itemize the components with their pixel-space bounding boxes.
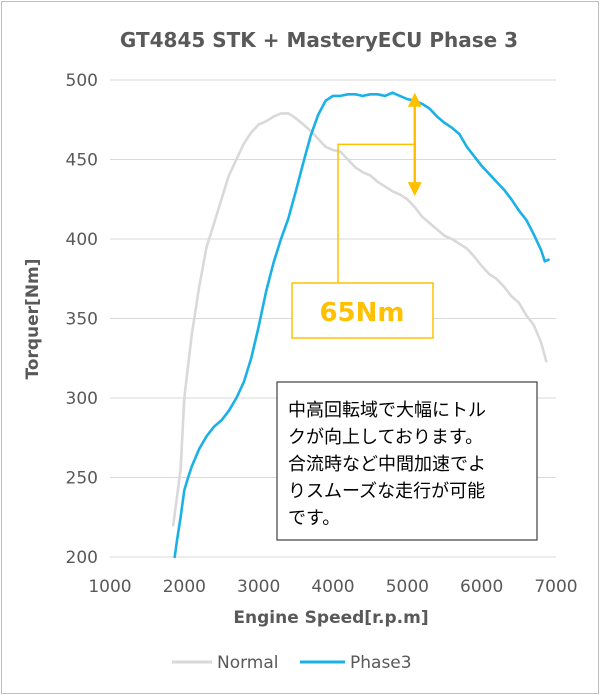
delta-annotation: 65Nm: [291, 92, 434, 339]
note-line-4: りスムーズな走行が可能: [288, 481, 485, 502]
x-tick-7000: 7000: [534, 577, 577, 597]
delta-label: 65Nm: [319, 298, 404, 328]
series-lines: [171, 91, 550, 559]
legend-label-phase3: Phase3: [350, 653, 412, 673]
note-line-3: 合流時など中間加速でよ: [288, 454, 486, 475]
note-box: 中高回転域で大幅にトル クが向上しております。 合流時など中間加速でよ りスムー…: [276, 381, 538, 541]
y-tick-450: 450: [66, 151, 98, 171]
y-tick-200: 200: [66, 548, 98, 568]
x-axis-label: Engine Speed[r.p.m]: [233, 608, 428, 628]
y-tick-300: 300: [66, 389, 98, 409]
x-tick-1000: 1000: [88, 577, 131, 597]
note-line-1: 中高回転域で大幅にトル: [288, 400, 486, 421]
note-line-5: です。: [288, 508, 340, 529]
delta-arrow-head-down: [407, 182, 422, 197]
y-tick-350: 350: [66, 310, 98, 330]
x-tick-2000: 2000: [163, 577, 206, 597]
x-tick-5000: 5000: [386, 577, 429, 597]
note-box-border: [276, 381, 538, 541]
y-tick-500: 500: [66, 71, 98, 91]
delta-label-box: [291, 282, 434, 339]
series-line-normal: [171, 112, 548, 527]
y-tick-250: 250: [66, 469, 98, 489]
x-tick-3000: 3000: [237, 577, 280, 597]
legend-label-normal: Normal: [217, 653, 279, 673]
y-tick-400: 400: [66, 230, 98, 250]
legend: Normal Phase3: [172, 653, 412, 673]
y-tick-labels: 200 250 300 350 400 450 500: [66, 71, 98, 568]
x-tick-6000: 6000: [460, 577, 503, 597]
x-tick-4000: 4000: [311, 577, 354, 597]
x-tick-labels: 1000 2000 3000 4000 5000 6000 7000: [88, 577, 577, 597]
note-line-2: クが向上しております。: [288, 427, 483, 448]
y-axis-label: Torquer[Nm]: [23, 258, 43, 379]
series-line-phase3: [173, 91, 550, 559]
delta-arrow-head-up: [407, 92, 422, 107]
delta-leader-line: [337, 143, 415, 283]
chart-title: GT4845 STK + MasteryECU Phase 3: [120, 28, 518, 52]
